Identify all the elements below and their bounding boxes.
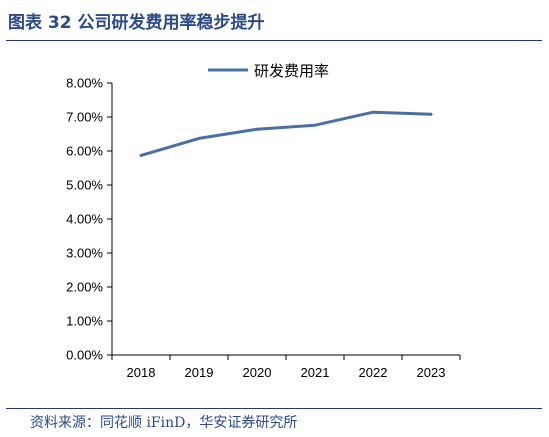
plot-area bbox=[139, 110, 433, 157]
source-note: 资料来源：同花顺 iFinD，华安证券研究所 bbox=[30, 415, 298, 431]
x-tick-label: 2019 bbox=[185, 365, 214, 380]
y-tick-label: 5.00% bbox=[66, 178, 103, 193]
legend-label: 研发费用率 bbox=[254, 62, 329, 80]
line-chart: 研发费用率 0.00% 1.00% 2.00% 3.00% 4.00% 5.00% 6.00… bbox=[66, 62, 461, 380]
legend: 研发费用率 bbox=[208, 62, 329, 80]
y-tick-label: 1.00% bbox=[66, 314, 103, 329]
x-tick-label: 2023 bbox=[417, 365, 446, 380]
data-point bbox=[313, 123, 317, 127]
x-tick-label: 2022 bbox=[359, 365, 388, 380]
data-point bbox=[197, 137, 201, 140]
y-tick-label: 0.00% bbox=[66, 348, 103, 363]
title-divider bbox=[6, 40, 542, 41]
series-line bbox=[139, 110, 433, 157]
x-tick-label: 2021 bbox=[301, 365, 330, 380]
y-tick-label: 4.00% bbox=[66, 212, 103, 227]
y-tick-label: 3.00% bbox=[66, 246, 103, 261]
source-divider bbox=[6, 408, 542, 409]
data-point bbox=[139, 154, 143, 157]
data-point bbox=[255, 128, 259, 131]
data-point bbox=[429, 113, 433, 116]
y-tick-label: 7.00% bbox=[66, 110, 103, 125]
y-tick-label: 2.00% bbox=[66, 280, 103, 295]
y-tick-label: 8.00% bbox=[66, 76, 103, 91]
x-tick-label: 2018 bbox=[127, 365, 156, 380]
x-tick-label: 2020 bbox=[243, 365, 272, 380]
data-point bbox=[371, 111, 375, 114]
y-tick-label: 6.00% bbox=[66, 144, 103, 159]
figure-title: 图表 32 公司研发费用率稳步提升 bbox=[8, 13, 265, 33]
axes: 0.00% 1.00% 2.00% 3.00% 4.00% 5.00% 6.00% 7.00%… bbox=[66, 76, 461, 380]
